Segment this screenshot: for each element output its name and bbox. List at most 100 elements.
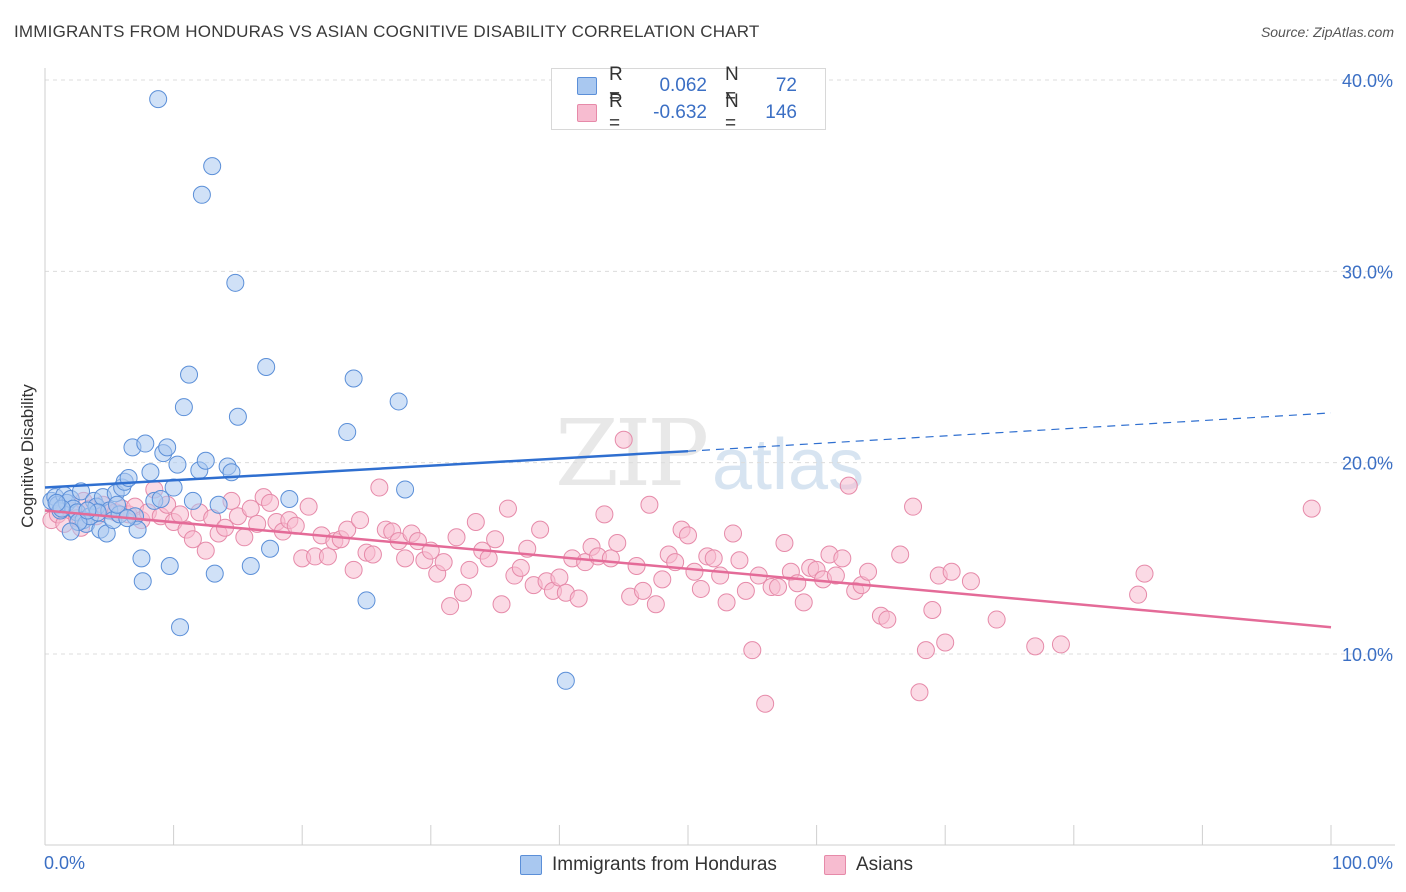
point-honduras bbox=[171, 618, 190, 637]
point-asian bbox=[633, 581, 652, 600]
legend-n-value: 72 bbox=[775, 75, 797, 96]
point-honduras bbox=[226, 273, 245, 292]
point-honduras bbox=[151, 490, 170, 509]
legend-r-label: R = bbox=[609, 64, 623, 107]
legend-r-value: -0.632 bbox=[653, 102, 707, 123]
point-honduras bbox=[78, 501, 97, 520]
point-honduras bbox=[241, 556, 260, 575]
point-asian bbox=[646, 595, 665, 614]
point-asian bbox=[171, 505, 190, 524]
point-asian bbox=[511, 558, 530, 577]
point-honduras bbox=[108, 495, 127, 514]
point-asian bbox=[453, 583, 472, 602]
legend-swatch-blue bbox=[577, 77, 597, 95]
point-asian bbox=[769, 578, 788, 597]
legend-row-asians: R = -0.632 N = 146 bbox=[577, 91, 797, 134]
point-asian bbox=[859, 562, 878, 581]
point-asian bbox=[942, 562, 961, 581]
point-asian bbox=[961, 572, 980, 591]
point-asian bbox=[711, 566, 730, 585]
point-asian bbox=[833, 549, 852, 568]
point-honduras bbox=[205, 564, 224, 583]
point-honduras bbox=[72, 482, 91, 501]
point-asian bbox=[839, 476, 858, 495]
point-honduras bbox=[556, 671, 575, 690]
bottom-legend-label-honduras: Immigrants from Honduras bbox=[552, 854, 777, 875]
point-asian bbox=[363, 545, 382, 564]
point-honduras bbox=[389, 392, 408, 411]
y-tick-label: 10.0% bbox=[1342, 645, 1393, 665]
point-honduras bbox=[203, 157, 222, 176]
point-asian bbox=[679, 526, 697, 545]
point-honduras bbox=[136, 434, 155, 453]
point-asian bbox=[569, 589, 588, 608]
point-asian bbox=[608, 534, 627, 553]
point-honduras bbox=[338, 423, 357, 442]
point-asian bbox=[717, 593, 736, 612]
y-tick-label: 20.0% bbox=[1342, 454, 1393, 474]
source-label: Source: ZipAtlas.com bbox=[1260, 24, 1394, 40]
point-honduras bbox=[61, 522, 80, 541]
point-asian bbox=[756, 694, 775, 713]
point-honduras bbox=[132, 549, 151, 568]
point-asian bbox=[730, 551, 749, 570]
point-asian bbox=[460, 560, 479, 579]
legend-swatch-pink bbox=[577, 104, 597, 122]
point-asian bbox=[936, 633, 955, 652]
bottom-legend-asians[interactable]: Asians bbox=[824, 852, 913, 878]
point-asian bbox=[351, 511, 370, 530]
x-tick-label: 0.0% bbox=[44, 853, 85, 873]
point-asian bbox=[1302, 499, 1321, 518]
bottom-legend-label-asians: Asians bbox=[856, 854, 914, 875]
legend-r-label: R = bbox=[609, 91, 623, 134]
point-asian bbox=[826, 566, 845, 585]
point-asian bbox=[1135, 564, 1154, 583]
bottom-legend-honduras[interactable]: Immigrants from Honduras bbox=[520, 852, 777, 878]
point-honduras bbox=[180, 365, 199, 384]
point-asian bbox=[441, 597, 460, 616]
trendline-asians bbox=[44, 509, 1332, 629]
legend-row-honduras: R = 0.062 N = 72 bbox=[577, 64, 797, 107]
point-honduras bbox=[357, 591, 376, 610]
point-asian bbox=[1051, 635, 1070, 654]
point-asian bbox=[447, 528, 466, 547]
legend-n-value: 146 bbox=[765, 102, 797, 123]
y-tick-label: 40.0% bbox=[1342, 71, 1393, 91]
y-tick-label: 30.0% bbox=[1342, 262, 1393, 282]
point-asian bbox=[891, 545, 910, 564]
point-honduras bbox=[160, 556, 179, 575]
y-axis-label: Cognitive Disability bbox=[18, 384, 37, 528]
point-honduras bbox=[128, 520, 147, 539]
point-asian bbox=[775, 534, 794, 553]
point-asian bbox=[434, 553, 453, 572]
point-asian bbox=[904, 497, 923, 516]
point-honduras bbox=[141, 463, 160, 482]
point-asian bbox=[261, 493, 280, 512]
point-asian bbox=[344, 560, 363, 579]
bottom-legend-swatch-pink bbox=[824, 855, 846, 875]
point-honduras bbox=[257, 358, 276, 376]
point-asian bbox=[704, 549, 723, 568]
point-honduras bbox=[280, 490, 299, 509]
bottom-legend-swatch-blue bbox=[520, 855, 542, 875]
trendline-honduras-dashed bbox=[687, 412, 1332, 452]
point-honduras bbox=[209, 495, 228, 514]
point-honduras bbox=[158, 438, 177, 457]
legend-r-value: 0.062 bbox=[659, 75, 707, 96]
point-asian bbox=[235, 528, 254, 547]
point-asian bbox=[1129, 585, 1148, 604]
point-asian bbox=[794, 593, 813, 612]
point-honduras bbox=[396, 480, 415, 499]
point-asian bbox=[1026, 637, 1045, 656]
point-asian bbox=[601, 549, 620, 568]
point-honduras bbox=[192, 185, 211, 204]
point-asian bbox=[736, 581, 755, 600]
point-asian bbox=[318, 547, 337, 566]
point-asian bbox=[183, 530, 202, 549]
point-asian bbox=[595, 505, 614, 524]
point-asian bbox=[743, 641, 762, 660]
point-honduras bbox=[168, 455, 187, 474]
point-asian bbox=[241, 499, 260, 518]
point-asian bbox=[531, 520, 550, 539]
